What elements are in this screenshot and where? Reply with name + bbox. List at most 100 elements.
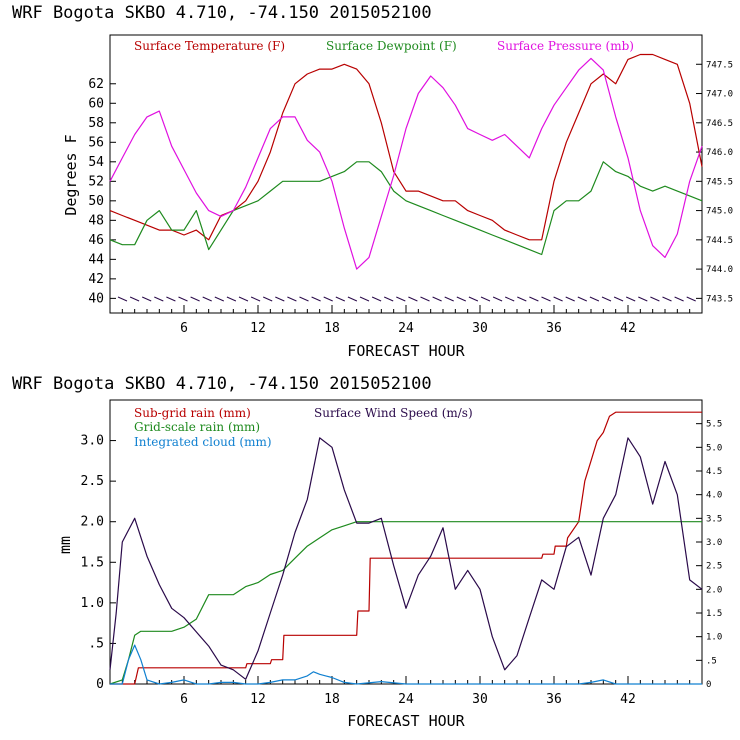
wind-barb	[565, 296, 575, 302]
wind-barb	[226, 296, 237, 302]
wind-barb	[190, 296, 200, 302]
legend-temperature: Surface Temperature (F)	[134, 39, 285, 53]
bottom-x-axis-label: FORECAST HOUR	[347, 712, 465, 730]
wind-barb	[674, 296, 684, 302]
y2-tick-label: 743.5	[706, 294, 733, 304]
y2-tick-label: 744.0	[706, 265, 733, 275]
wind-barb	[577, 296, 588, 302]
y2-tick-label: 4.0	[706, 491, 722, 501]
wind-barb	[299, 296, 309, 302]
top-x-axis-label: FORECAST HOUR	[347, 342, 465, 360]
top-legend: Surface Temperature (F) Surface Dewpoint…	[134, 39, 634, 53]
top-y-axis-label: Degrees F	[62, 134, 80, 215]
wind-barb	[323, 296, 333, 302]
wind-barb	[686, 296, 696, 302]
y2-tick-label: 0	[706, 680, 711, 690]
y-tick-label: 48	[88, 213, 104, 228]
y2-tick-label: 1.0	[706, 633, 722, 643]
wind-barb	[468, 296, 479, 302]
wind-barb	[504, 296, 515, 302]
wind-barb	[359, 296, 370, 302]
y-tick-label: 62	[88, 77, 104, 92]
y-tick-label: 0	[96, 677, 104, 692]
x-tick-label: 36	[546, 321, 562, 336]
wind-barbs-row	[117, 296, 696, 302]
wind-barb	[432, 296, 442, 302]
wind-barb	[529, 296, 539, 302]
y-tick-label: 42	[88, 272, 104, 287]
wind-barb	[541, 296, 551, 302]
wind-barb	[238, 296, 249, 302]
top-chart-title: WRF Bogota SKBO 4.710, -74.150 201505210…	[12, 3, 432, 23]
top-series-group	[109, 53, 703, 270]
y-tick-label: 3.0	[81, 434, 104, 449]
x-tick-label: 42	[620, 321, 636, 336]
wind-barb	[311, 296, 321, 302]
y2-tick-label: 746.0	[706, 148, 733, 158]
x-tick-label: 30	[472, 321, 488, 336]
wind-barb	[480, 296, 491, 302]
bottom-y-axis-label: mm	[56, 536, 74, 554]
series-line-surface-wind-speed-m-s	[109, 437, 703, 680]
wind-barb	[154, 296, 164, 302]
y-tick-label: 40	[88, 291, 104, 306]
y2-tick-label: 3.0	[706, 538, 722, 548]
wind-barb	[166, 296, 176, 302]
x-tick-label: 6	[180, 692, 188, 707]
wind-barb	[262, 296, 273, 302]
series-line-surface-dewpoint-f	[109, 161, 703, 256]
series-line-surface-pressure-mb	[109, 57, 703, 270]
y2-tick-label: 2.5	[706, 562, 722, 572]
wind-barb	[396, 296, 406, 302]
wind-barb	[383, 296, 394, 302]
wind-barb	[601, 296, 612, 302]
y-tick-label: 44	[88, 252, 104, 267]
y-tick-label: 46	[88, 233, 104, 248]
y-tick-label: 1.5	[81, 555, 104, 570]
wind-barb	[250, 296, 261, 302]
x-tick-label: 24	[398, 692, 414, 707]
legend-dewpoint: Surface Dewpoint (F)	[326, 39, 457, 53]
y-tick-label: 50	[88, 194, 104, 209]
wind-barb	[625, 296, 636, 302]
y-tick-label: 56	[88, 135, 104, 150]
legend-gridscale-rain: Grid-scale rain (mm)	[134, 420, 260, 434]
wind-barb	[129, 296, 140, 302]
wind-barb	[117, 296, 128, 302]
x-tick-label: 30	[472, 692, 488, 707]
wind-barb	[202, 296, 212, 302]
wind-barb	[335, 296, 346, 302]
bottom-legend: Sub-grid rain (mm) Surface Wind Speed (m…	[134, 406, 473, 449]
y2-tick-label: 2.0	[706, 585, 722, 595]
y2-tick-label: 747.5	[706, 60, 733, 70]
y2-tick-label: 5.5	[706, 420, 722, 430]
y-tick-label: 52	[88, 174, 104, 189]
wind-barb	[662, 296, 672, 302]
wind-barb	[275, 296, 285, 302]
y2-tick-label: 746.5	[706, 119, 733, 129]
y2-tick-label: 4.5	[706, 467, 722, 477]
x-tick-label: 12	[250, 692, 266, 707]
legend-integrated-cloud: Integrated cloud (mm)	[134, 435, 272, 449]
wind-barb	[650, 296, 660, 302]
wind-barb	[371, 296, 382, 302]
bottom-y-axis-ticks: 0 .5 1.0 1.5 2.0 2.5 3.0	[81, 434, 116, 692]
top-x-axis-ticks: 6 12 18 24 30 36 42	[121, 305, 691, 336]
wind-barb	[287, 296, 297, 302]
x-tick-label: 42	[620, 692, 636, 707]
x-tick-label: 36	[546, 692, 562, 707]
y2-tick-label: 3.5	[706, 514, 722, 524]
wind-barb	[214, 296, 225, 302]
y2-tick-label: 747.0	[706, 90, 733, 100]
x-tick-label: 24	[398, 321, 414, 336]
y-tick-label: .5	[88, 636, 104, 651]
bottom-chart-title: WRF Bogota SKBO 4.710, -74.150 201505210…	[12, 374, 432, 394]
legend-wind-speed: Surface Wind Speed (m/s)	[314, 406, 473, 420]
y-tick-label: 2.0	[81, 515, 104, 530]
wind-barb	[347, 296, 358, 302]
y2-tick-label: 745.5	[706, 177, 733, 187]
bottom-y2-axis-ticks: 0 .5 1.0 1.5 2.0 2.5 3.0 3.5 4.0 4.5 5.0 5.5	[696, 420, 722, 690]
y-tick-label: 58	[88, 116, 104, 131]
top-plot-frame	[109, 34, 703, 314]
